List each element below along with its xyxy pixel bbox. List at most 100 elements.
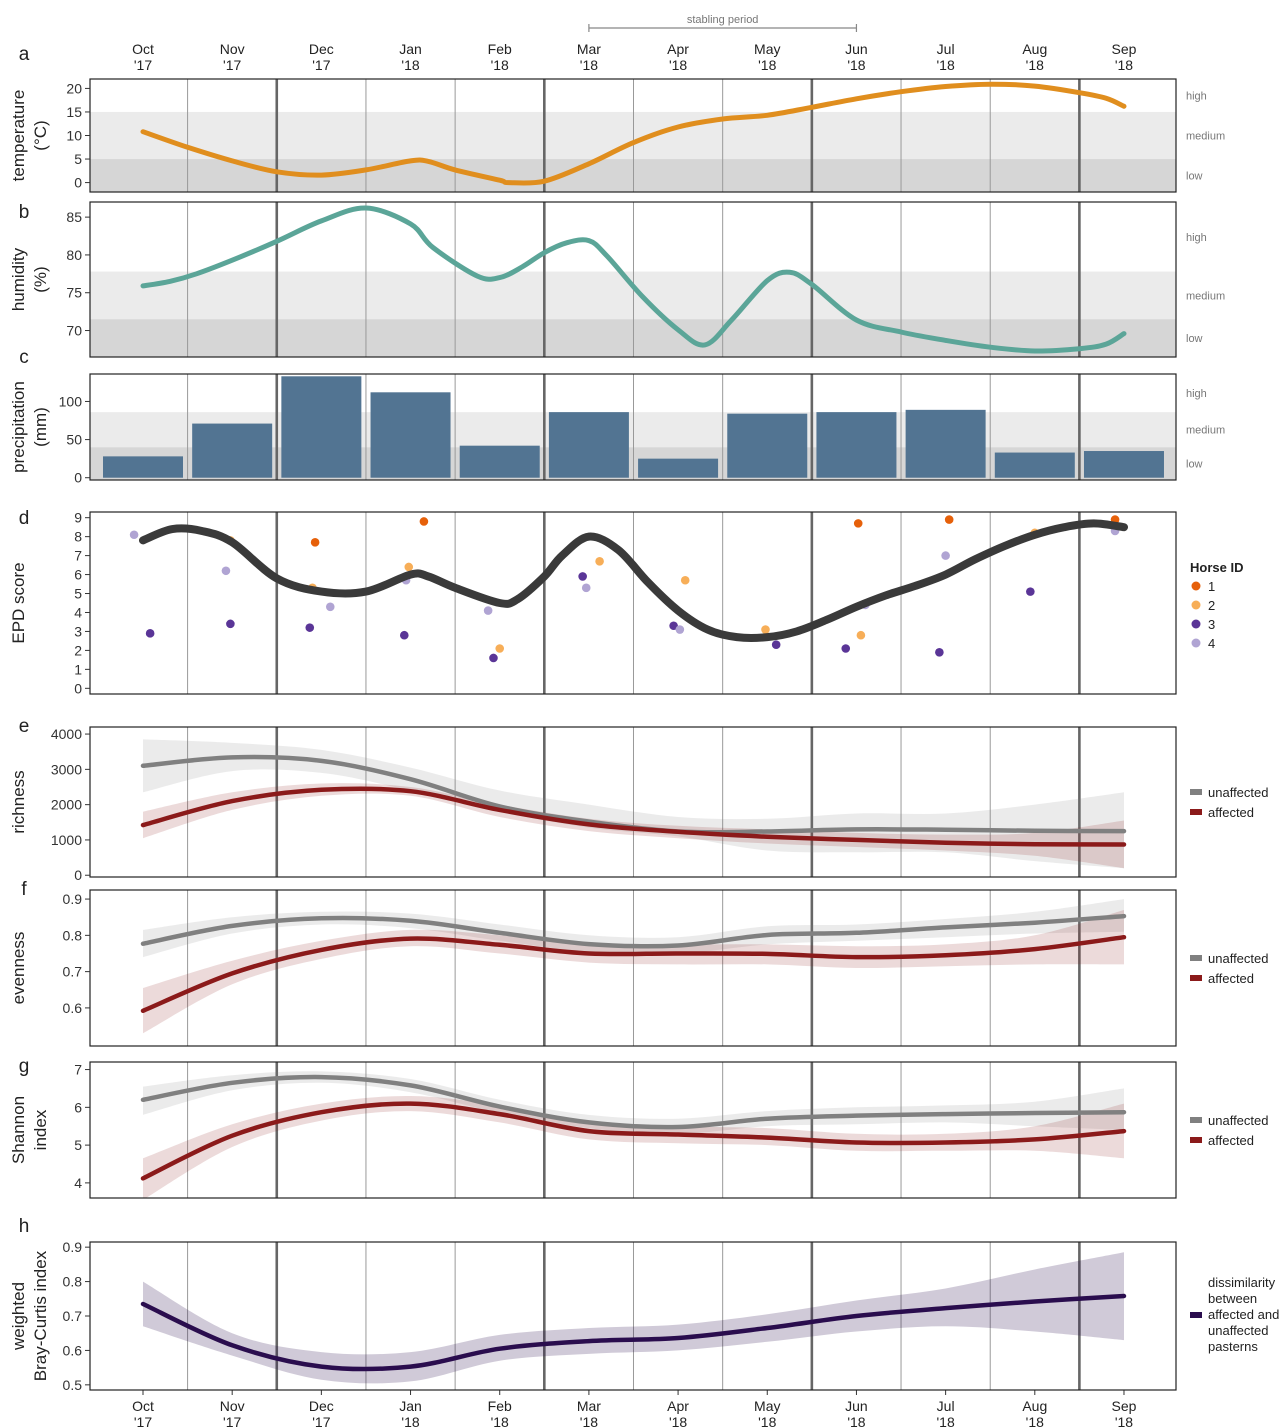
point-horse-3: [399, 630, 409, 640]
band-label-medium: medium: [1186, 290, 1225, 302]
month-label-apr: Apr: [667, 41, 689, 57]
y-tick-label: 4: [74, 1175, 82, 1191]
bar-dec: [281, 376, 362, 478]
month-label-sep: Sep: [1112, 41, 1137, 57]
y-tick-label: 0: [74, 680, 82, 696]
y-tick-label: 15: [66, 104, 82, 120]
bar-jan: [370, 392, 451, 478]
legend-label-line: unaffected: [1208, 1323, 1268, 1338]
y-tick-label: 5: [74, 586, 82, 602]
y-tick-label: 4: [74, 604, 82, 620]
legend-key-affected: [1190, 809, 1202, 815]
plot-area: [90, 79, 1176, 192]
bar-mar: [548, 412, 629, 478]
panel-f: 0.6 0.7 0.8 0.9 evenness f: [9, 879, 1177, 1047]
panel-frame: [89, 201, 1177, 358]
ci-ribbon-unaffected: [143, 899, 1124, 958]
bar-may: [727, 413, 808, 478]
legend-label-line: affected and: [1208, 1307, 1279, 1322]
panel-letter-h: h: [19, 1216, 30, 1237]
y-tick-label: 0.7: [63, 1308, 83, 1324]
legend-key-unaffected: [1190, 955, 1202, 961]
y-axis-label: (%): [31, 266, 50, 292]
y-axis-label: (°C): [31, 120, 50, 150]
legend-label-horse-2: 2: [1208, 598, 1215, 613]
legend-e: unaffected affected: [1190, 785, 1268, 820]
bottom-month-axis: Oct'17Nov'17Dec'17Jan'18Feb'18Mar'18Apr'…: [132, 1398, 1137, 1428]
y-tick-label: 2: [74, 642, 82, 658]
y-tick-label: 3000: [51, 761, 82, 777]
year-label-may: '18: [758, 1414, 776, 1428]
panel-frame: [89, 511, 1177, 695]
point-horse-3: [935, 647, 944, 657]
legend-label-affected: affected: [1208, 971, 1254, 986]
month-label-jun: Jun: [845, 41, 868, 57]
y-tick-label: 7: [74, 1062, 82, 1078]
bar-jul: [905, 409, 986, 478]
month-label-aug: Aug: [1022, 1398, 1047, 1414]
plot-area: [140, 890, 1127, 1046]
year-label-jan: '18: [401, 57, 419, 73]
point-horse-3: [669, 621, 678, 631]
year-label-dec: '17: [312, 57, 330, 73]
line-affected: [140, 786, 1127, 847]
epd-trend-line: [139, 519, 1128, 642]
month-label-sep: Sep: [1112, 1398, 1137, 1414]
point-horse-4: [325, 602, 335, 612]
legend-key-unaffected: [1190, 1117, 1202, 1123]
legend-g: unaffected affected: [1190, 1113, 1268, 1148]
ci-ribbon-unaffected: [143, 1071, 1124, 1134]
y-tick-label: 6: [74, 567, 82, 583]
bar-feb: [459, 445, 540, 478]
y-axis-label: EPD score: [9, 562, 28, 643]
y-tick-label: 5: [74, 151, 82, 167]
y-tick-label: 5: [74, 1137, 82, 1153]
legend-label-horse-4: 4: [1208, 636, 1215, 651]
year-label-nov: '17: [223, 1414, 241, 1428]
top-month-axis: Oct'17Nov'17Dec'17Jan'18Feb'18Mar'18Apr'…: [132, 41, 1137, 73]
legend-label-affected: affected: [1208, 1133, 1254, 1148]
year-label-apr: '18: [669, 57, 687, 73]
point-horse-3: [841, 644, 851, 653]
band-label-medium: medium: [1186, 131, 1225, 143]
year-label-aug: '18: [1026, 57, 1044, 73]
point-horse-4: [221, 566, 231, 576]
ci-ribbon-affected: [143, 1095, 1124, 1198]
legend-label-line: between: [1208, 1291, 1257, 1306]
y-tick-label: 9: [74, 510, 82, 526]
point-horse-4: [483, 606, 493, 615]
bar-jun: [816, 412, 897, 478]
month-label-jun: Jun: [845, 1398, 868, 1414]
y-tick-label: 1000: [51, 832, 82, 848]
panel-letter-f: f: [21, 879, 27, 900]
point-horse-3: [489, 653, 498, 663]
point-horse-3: [145, 629, 155, 638]
panel-letter-c: c: [19, 347, 29, 368]
panel-frame: [89, 1061, 1177, 1199]
month-label-may: May: [754, 41, 780, 57]
legend-label-unaffected: unaffected: [1208, 785, 1268, 800]
month-label-dec: Dec: [309, 1398, 334, 1414]
y-tick-label: 0: [74, 470, 82, 486]
y-axis-label: richness: [9, 770, 28, 833]
year-label-jun: '18: [847, 1414, 865, 1428]
band-label-high: high: [1186, 232, 1207, 244]
year-label-feb: '18: [491, 1414, 509, 1428]
legend-key-affected: [1190, 975, 1202, 981]
panel-letter-d: d: [19, 508, 30, 529]
point-horse-1: [419, 517, 429, 526]
panel-letter-e: e: [19, 716, 30, 737]
legend-label-line: pasterns: [1208, 1339, 1258, 1354]
y-tick-label: 0.9: [63, 1239, 83, 1255]
month-label-nov: Nov: [220, 41, 245, 57]
year-label-oct: '17: [134, 1414, 152, 1428]
plot-area: [90, 374, 1176, 480]
ci-ribbon-braycurtis: [143, 1252, 1124, 1384]
legend-key-unaffected: [1190, 789, 1202, 795]
y-tick-label: 0.5: [63, 1377, 83, 1393]
y-tick-label: 0.8: [63, 1274, 83, 1290]
legend-dot-horse-2: [1191, 600, 1201, 610]
year-label-jan: '18: [401, 1414, 419, 1428]
point-horse-2: [595, 556, 604, 566]
